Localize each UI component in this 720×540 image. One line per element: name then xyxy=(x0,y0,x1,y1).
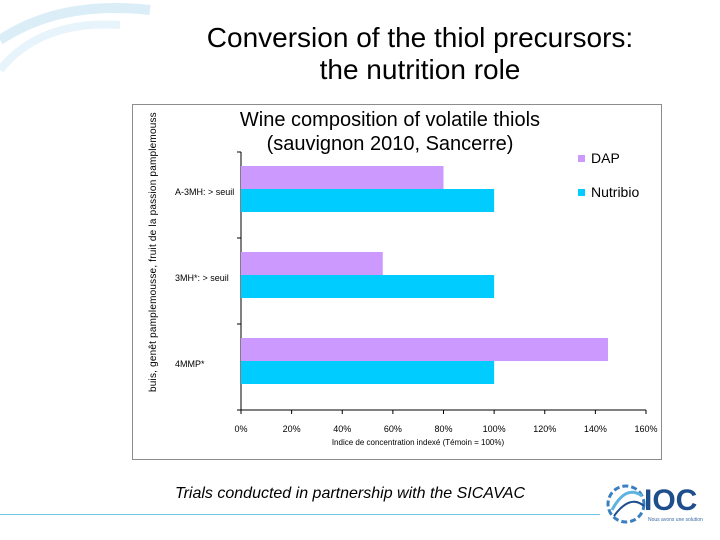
legend-item-dap: DAP xyxy=(578,148,639,168)
bar-dap-3 xyxy=(241,338,609,361)
x-tick-label: 60% xyxy=(384,424,402,434)
bottom-rule xyxy=(0,514,600,515)
chart-title-line2: (sauvignon 2010, Sancerre) xyxy=(266,133,514,155)
x-axis-label: Indice de concentration indexé (Témoin =… xyxy=(332,438,505,447)
chart-title: Wine composition of volatile thiols (sau… xyxy=(222,108,558,156)
y-tick-label: A-3MH: > seuil xyxy=(175,187,234,197)
decorative-swoosh xyxy=(0,3,151,73)
globe-swirl-icon xyxy=(606,484,646,524)
x-tick-label: 160% xyxy=(634,424,657,434)
footnote: Trials conducted in partnership with the… xyxy=(175,485,526,502)
logo-text: IOC xyxy=(644,484,698,517)
bar-nutribio-2 xyxy=(241,275,495,298)
slide-title: Conversion of the thiol precursors: the … xyxy=(120,22,720,86)
legend-label-dap: DAP xyxy=(591,150,620,166)
bar-nutribio-3 xyxy=(241,361,495,384)
y-tick-label: 3MH*: > seuil xyxy=(175,273,229,283)
legend-swatch-nutribio xyxy=(578,188,585,196)
x-tick-label: 100% xyxy=(483,424,506,434)
x-tick-label: 40% xyxy=(333,424,351,434)
legend-item-nutribio: Nutribio xyxy=(578,182,639,202)
bar-nutribio-1 xyxy=(241,189,495,212)
x-tick-label: 120% xyxy=(533,424,556,434)
bar-dap-1 xyxy=(241,166,444,189)
x-tick-label: 80% xyxy=(434,424,452,434)
chart-legend: DAP Nutribio xyxy=(578,148,639,216)
chart-title-line1: Wine composition of volatile thiols xyxy=(239,109,541,131)
legend-swatch-dap xyxy=(578,154,585,162)
bar-dap-2 xyxy=(241,252,383,275)
legend-label-nutribio: Nutribio xyxy=(591,184,640,200)
y-tick-label: 4MMP* xyxy=(175,359,205,369)
slide-title-line1: Conversion of the thiol precursors: xyxy=(206,22,634,53)
x-tick-label: 0% xyxy=(234,424,247,434)
x-tick-label: 140% xyxy=(584,424,607,434)
x-tick-label: 20% xyxy=(283,424,301,434)
slide-title-line2: the nutrition role xyxy=(319,54,521,85)
logo-subtext: Nous avons une solution xyxy=(648,517,703,523)
